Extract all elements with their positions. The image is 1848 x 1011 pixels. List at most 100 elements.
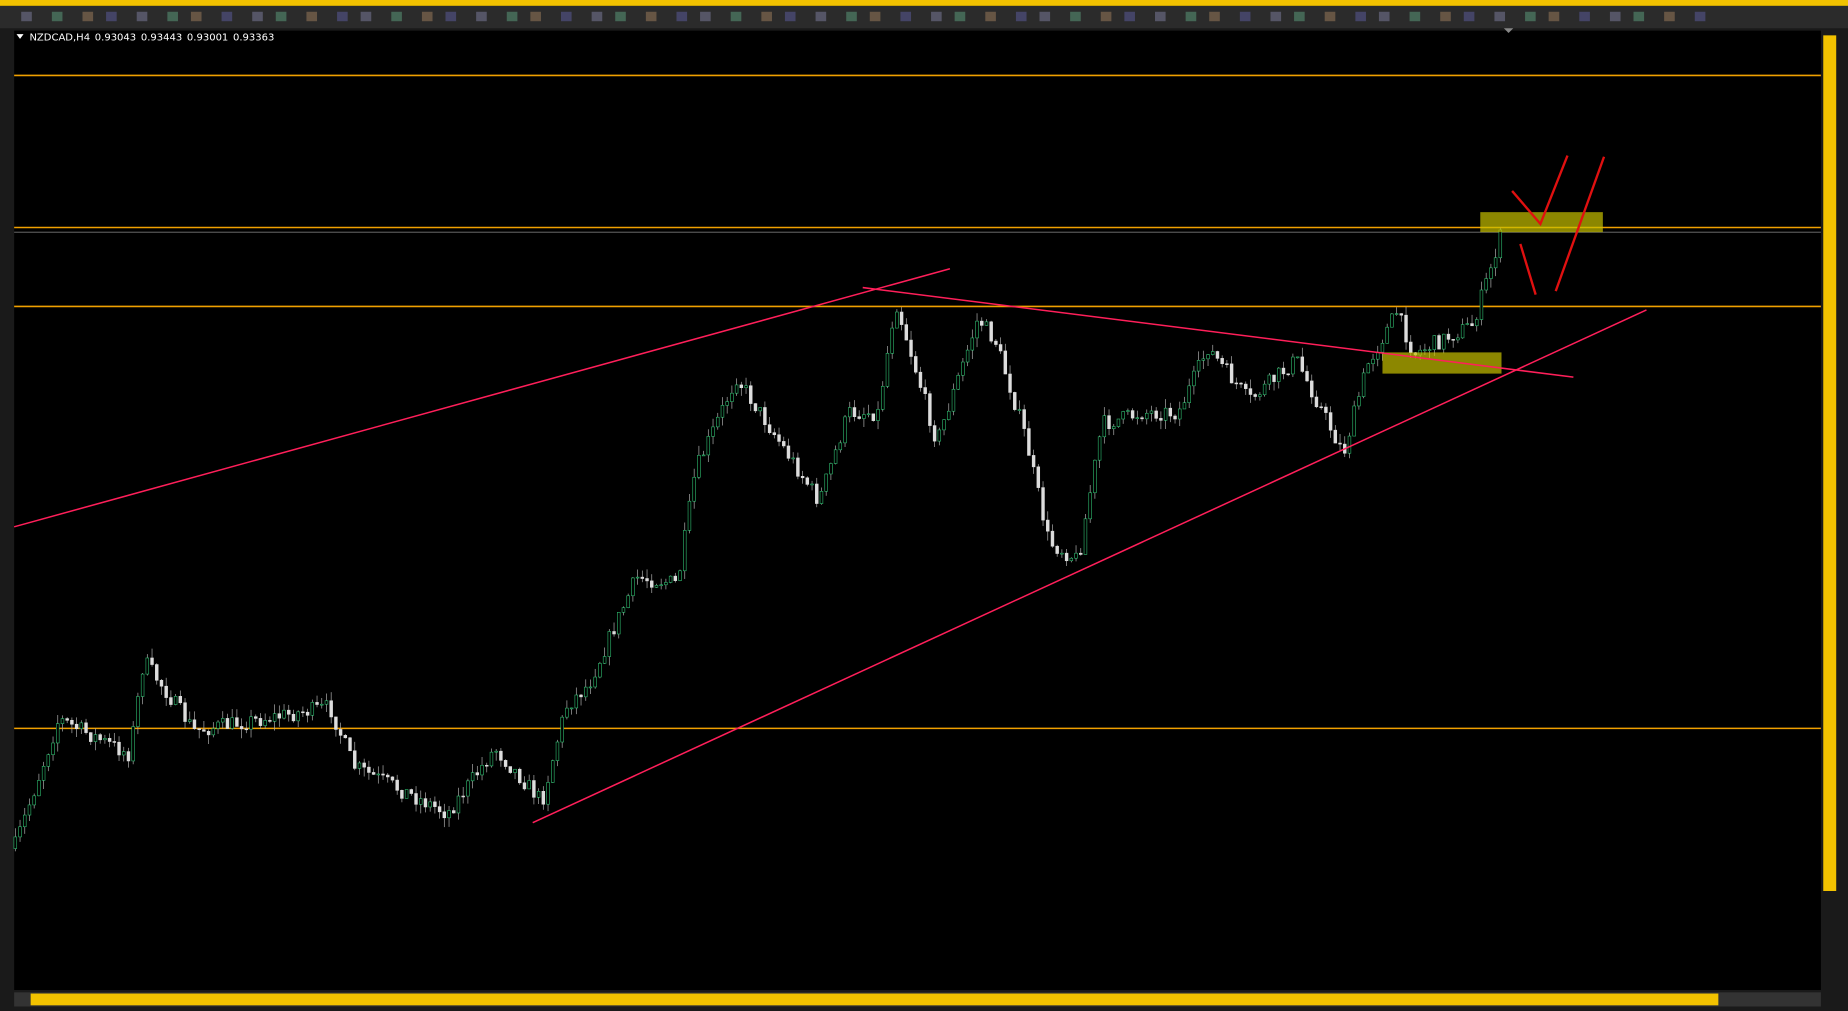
candle-body (287, 709, 291, 715)
toolbar-icon[interactable] (985, 11, 996, 22)
toolbar-icon[interactable] (1694, 11, 1706, 22)
toolbar-icon[interactable] (1154, 11, 1166, 22)
toolbar-icon[interactable] (1463, 11, 1475, 22)
candle-body (815, 483, 819, 504)
toolbar-icon[interactable] (560, 11, 572, 22)
toolbar-icon[interactable] (931, 11, 942, 22)
toolbar-icon[interactable] (190, 11, 202, 22)
toolbar-icon[interactable] (676, 11, 688, 22)
toolbar-icon[interactable] (421, 11, 433, 22)
toolbar-icon[interactable] (167, 11, 178, 22)
candle-body (796, 457, 800, 477)
toolbar-icon[interactable] (1324, 11, 1336, 22)
toolbar-icon[interactable] (1070, 11, 1081, 22)
candle-body (155, 664, 159, 681)
toolbar-icon[interactable] (445, 11, 457, 22)
candle-body (588, 686, 593, 689)
toolbar-icon[interactable] (506, 11, 518, 22)
toolbar-icon[interactable] (252, 11, 263, 22)
toolbar-icon[interactable] (1185, 11, 1197, 22)
candle-body (640, 576, 645, 579)
toolbar-icon[interactable] (1100, 11, 1112, 22)
toolbar-icon[interactable] (615, 11, 626, 22)
toolbar-icon[interactable] (1579, 11, 1590, 22)
toolbar[interactable] (0, 5, 1848, 29)
candle-body (1460, 324, 1465, 339)
toolbar-icon[interactable] (1440, 11, 1451, 22)
candle-body (800, 476, 805, 479)
toolbar-icon[interactable] (1409, 11, 1421, 22)
toolbar-icon[interactable] (869, 11, 881, 22)
toolbar-icon[interactable] (784, 11, 796, 22)
candle-body (1333, 429, 1338, 444)
toolbar-icon[interactable] (645, 11, 657, 22)
toolbar-icon[interactable] (954, 11, 966, 22)
toolbar-icon[interactable] (900, 11, 912, 22)
candle-body (1248, 388, 1253, 395)
toolbar-icon[interactable] (815, 11, 827, 22)
toolbar-icon[interactable] (591, 11, 603, 22)
toolbar-icon[interactable] (1294, 11, 1305, 22)
toolbar-icon[interactable] (337, 11, 348, 22)
horizontal-scrollbar[interactable] (30, 993, 1719, 1006)
vertical-scrollbar[interactable] (1823, 35, 1837, 891)
candle-body (230, 717, 234, 729)
candle-body (1390, 313, 1394, 328)
candle-body (1196, 360, 1201, 372)
candle-body (1060, 552, 1064, 555)
toolbar-icon[interactable] (360, 11, 372, 22)
candle-body (1135, 417, 1140, 419)
candle-body (706, 436, 711, 456)
toolbar-icon[interactable] (1609, 11, 1621, 22)
toolbar-icon[interactable] (761, 11, 772, 22)
toolbar-icon[interactable] (1124, 11, 1135, 22)
candle-body (1399, 313, 1404, 316)
toolbar-icon[interactable] (1239, 11, 1251, 22)
toolbar-icon[interactable] (846, 11, 857, 22)
toolbar-icon[interactable] (476, 11, 487, 22)
candle-body (994, 340, 998, 345)
candle-body (381, 773, 385, 776)
toolbar-icon[interactable] (1209, 11, 1220, 22)
toolbar-icon[interactable] (1270, 11, 1282, 22)
candle-body (140, 673, 145, 697)
toolbar-icon[interactable] (730, 11, 742, 22)
collapse-arrow[interactable] (16, 34, 24, 39)
toolbar-icon[interactable] (1664, 11, 1675, 22)
candle-body (1305, 371, 1309, 382)
candle-body (423, 798, 428, 808)
toolbar-icon[interactable] (275, 11, 287, 22)
candle-body (1206, 354, 1210, 360)
toolbar-icon[interactable] (221, 11, 233, 22)
toolbar-icon[interactable] (1039, 11, 1051, 22)
toolbar-icon[interactable] (106, 11, 117, 22)
toolbar-icon[interactable] (1548, 11, 1560, 22)
toolbar-icon[interactable] (700, 11, 711, 22)
toolbar-icon[interactable] (530, 11, 541, 22)
toolbar-icon[interactable] (136, 11, 148, 22)
candle-body (305, 711, 310, 716)
candle-body (338, 729, 343, 736)
candle-body (499, 750, 503, 761)
toolbar-icon[interactable] (1355, 11, 1366, 22)
ohlc-high: 0.93443 (141, 33, 182, 44)
candle-body (786, 445, 791, 459)
toolbar-icon[interactable] (1525, 11, 1536, 22)
candle-body (1347, 435, 1352, 454)
toolbar-icon[interactable] (1378, 11, 1390, 22)
candle-body (334, 716, 338, 730)
candle-body (536, 791, 541, 798)
toolbar-icon[interactable] (82, 11, 94, 22)
toolbar-icon[interactable] (1633, 11, 1645, 22)
candle-body (687, 500, 692, 531)
toolbar-icon[interactable] (391, 11, 402, 22)
toolbar-icon[interactable] (306, 11, 318, 22)
toolbar-icon[interactable] (21, 11, 32, 22)
candle-body (645, 578, 649, 582)
candle-body (1324, 406, 1328, 413)
toolbar-icon[interactable] (1494, 11, 1506, 22)
candle-body (1253, 394, 1257, 397)
toolbar-icon[interactable] (51, 11, 63, 22)
toolbar-icon[interactable] (1015, 11, 1027, 22)
